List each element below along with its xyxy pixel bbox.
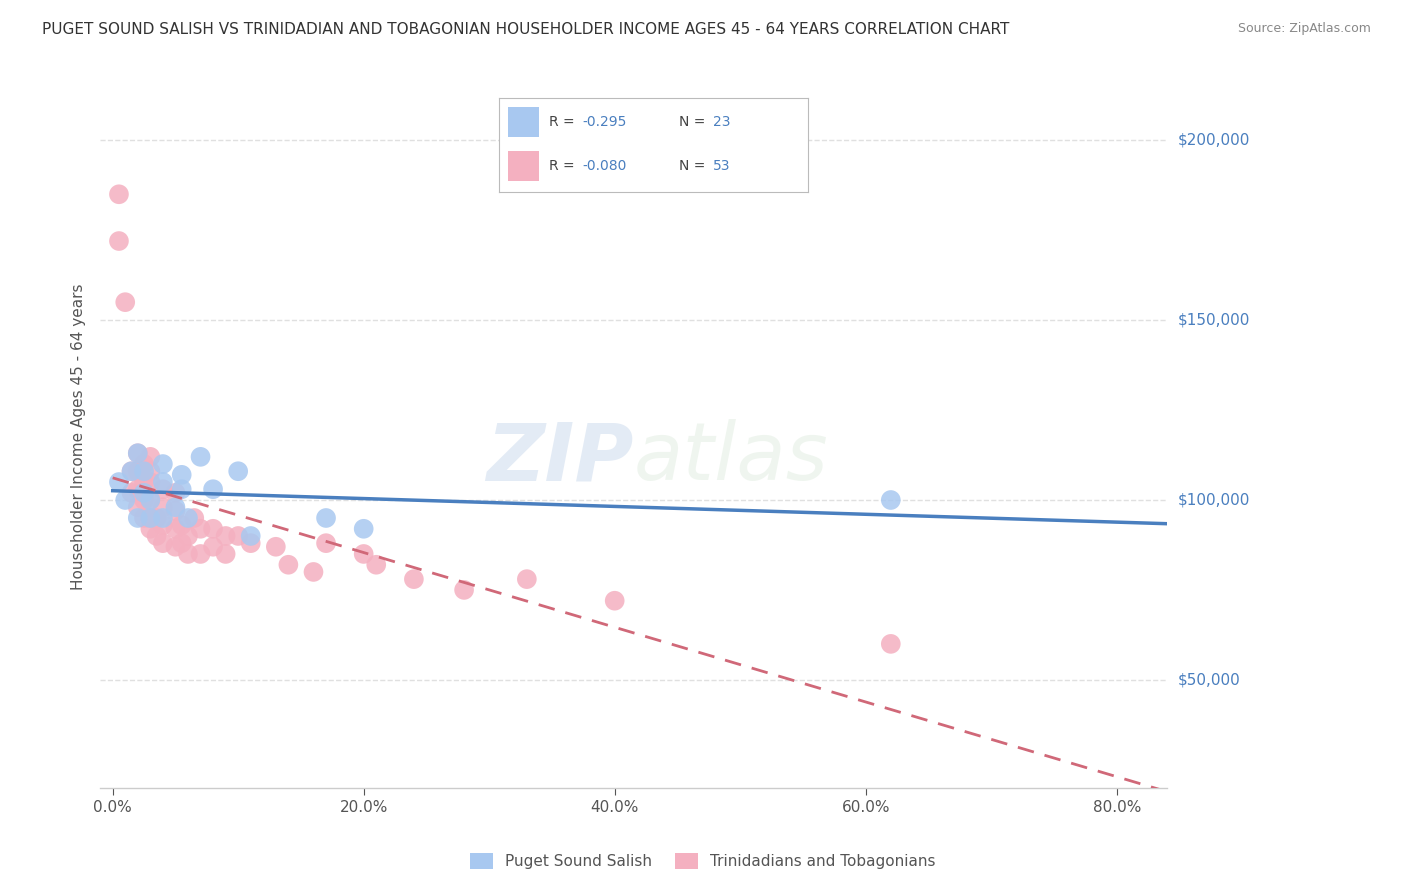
Point bbox=[202, 482, 225, 496]
Text: ZIP: ZIP bbox=[486, 419, 634, 497]
Point bbox=[177, 511, 200, 525]
Point bbox=[145, 529, 167, 543]
Text: atlas: atlas bbox=[634, 419, 828, 497]
Point bbox=[170, 536, 193, 550]
Text: PUGET SOUND SALISH VS TRINIDADIAN AND TOBAGONIAN HOUSEHOLDER INCOME AGES 45 - 64: PUGET SOUND SALISH VS TRINIDADIAN AND TO… bbox=[42, 22, 1010, 37]
Point bbox=[132, 464, 155, 478]
Point bbox=[121, 464, 143, 478]
Point bbox=[315, 536, 337, 550]
Point bbox=[139, 511, 162, 525]
Point bbox=[202, 540, 225, 554]
Text: -0.295: -0.295 bbox=[582, 115, 627, 129]
Point bbox=[183, 511, 205, 525]
Point bbox=[145, 511, 167, 525]
Point bbox=[453, 582, 475, 597]
Point bbox=[139, 464, 162, 478]
Point bbox=[152, 482, 174, 496]
Point bbox=[132, 485, 155, 500]
Point bbox=[170, 482, 193, 496]
Point bbox=[226, 464, 249, 478]
Point bbox=[127, 446, 149, 460]
Point bbox=[177, 529, 200, 543]
Point bbox=[302, 565, 325, 579]
Point bbox=[152, 518, 174, 533]
Text: -0.080: -0.080 bbox=[582, 159, 627, 172]
Point bbox=[516, 572, 538, 586]
Point bbox=[315, 511, 337, 525]
Point bbox=[108, 234, 131, 248]
Point bbox=[132, 493, 155, 508]
Point bbox=[132, 475, 155, 489]
Point bbox=[202, 522, 225, 536]
Text: N =: N = bbox=[679, 115, 709, 129]
Text: R =: R = bbox=[548, 115, 579, 129]
Text: $50,000: $50,000 bbox=[1178, 673, 1240, 688]
Text: N =: N = bbox=[679, 159, 709, 172]
Point bbox=[152, 457, 174, 471]
Point bbox=[165, 485, 187, 500]
Text: 23: 23 bbox=[713, 115, 730, 129]
Text: 53: 53 bbox=[713, 159, 730, 172]
Point bbox=[121, 485, 143, 500]
Point bbox=[264, 540, 287, 554]
Point bbox=[880, 493, 903, 508]
Text: $150,000: $150,000 bbox=[1178, 313, 1250, 327]
Text: $200,000: $200,000 bbox=[1178, 133, 1250, 148]
Bar bbox=[509, 151, 540, 180]
Point bbox=[214, 529, 236, 543]
Point bbox=[132, 457, 155, 471]
Point bbox=[132, 511, 155, 525]
Point bbox=[353, 547, 375, 561]
Text: Source: ZipAtlas.com: Source: ZipAtlas.com bbox=[1237, 22, 1371, 36]
Point bbox=[139, 450, 162, 464]
Point bbox=[165, 504, 187, 518]
Point bbox=[214, 547, 236, 561]
Legend: Puget Sound Salish, Trinidadians and Tobagonians: Puget Sound Salish, Trinidadians and Tob… bbox=[464, 847, 942, 875]
Point bbox=[114, 295, 136, 310]
Point bbox=[108, 475, 131, 489]
Bar bbox=[509, 108, 540, 137]
Point bbox=[190, 522, 212, 536]
Point bbox=[165, 500, 187, 515]
Point bbox=[277, 558, 299, 572]
Point bbox=[239, 536, 262, 550]
Point bbox=[139, 475, 162, 489]
Point bbox=[127, 482, 149, 496]
Point bbox=[139, 493, 162, 508]
Point bbox=[603, 593, 626, 607]
Point bbox=[177, 547, 200, 561]
Point bbox=[152, 500, 174, 515]
Point bbox=[108, 187, 131, 202]
Point bbox=[170, 518, 193, 533]
Point bbox=[139, 511, 162, 525]
Point bbox=[165, 522, 187, 536]
Y-axis label: Householder Income Ages 45 - 64 years: Householder Income Ages 45 - 64 years bbox=[72, 284, 86, 591]
Text: R =: R = bbox=[548, 159, 579, 172]
Point bbox=[121, 464, 143, 478]
Point bbox=[152, 536, 174, 550]
Point bbox=[366, 558, 388, 572]
Point bbox=[353, 522, 375, 536]
Point bbox=[127, 511, 149, 525]
Point bbox=[170, 467, 193, 482]
Point bbox=[190, 547, 212, 561]
Point bbox=[402, 572, 425, 586]
Point bbox=[190, 450, 212, 464]
Point bbox=[139, 493, 162, 508]
Point bbox=[239, 529, 262, 543]
Point bbox=[152, 511, 174, 525]
Point bbox=[880, 637, 903, 651]
Point bbox=[226, 529, 249, 543]
Point bbox=[127, 464, 149, 478]
Point bbox=[165, 540, 187, 554]
Point bbox=[152, 475, 174, 489]
Point bbox=[114, 493, 136, 508]
Point bbox=[127, 446, 149, 460]
Text: $100,000: $100,000 bbox=[1178, 492, 1250, 508]
Point bbox=[127, 500, 149, 515]
Point bbox=[139, 522, 162, 536]
